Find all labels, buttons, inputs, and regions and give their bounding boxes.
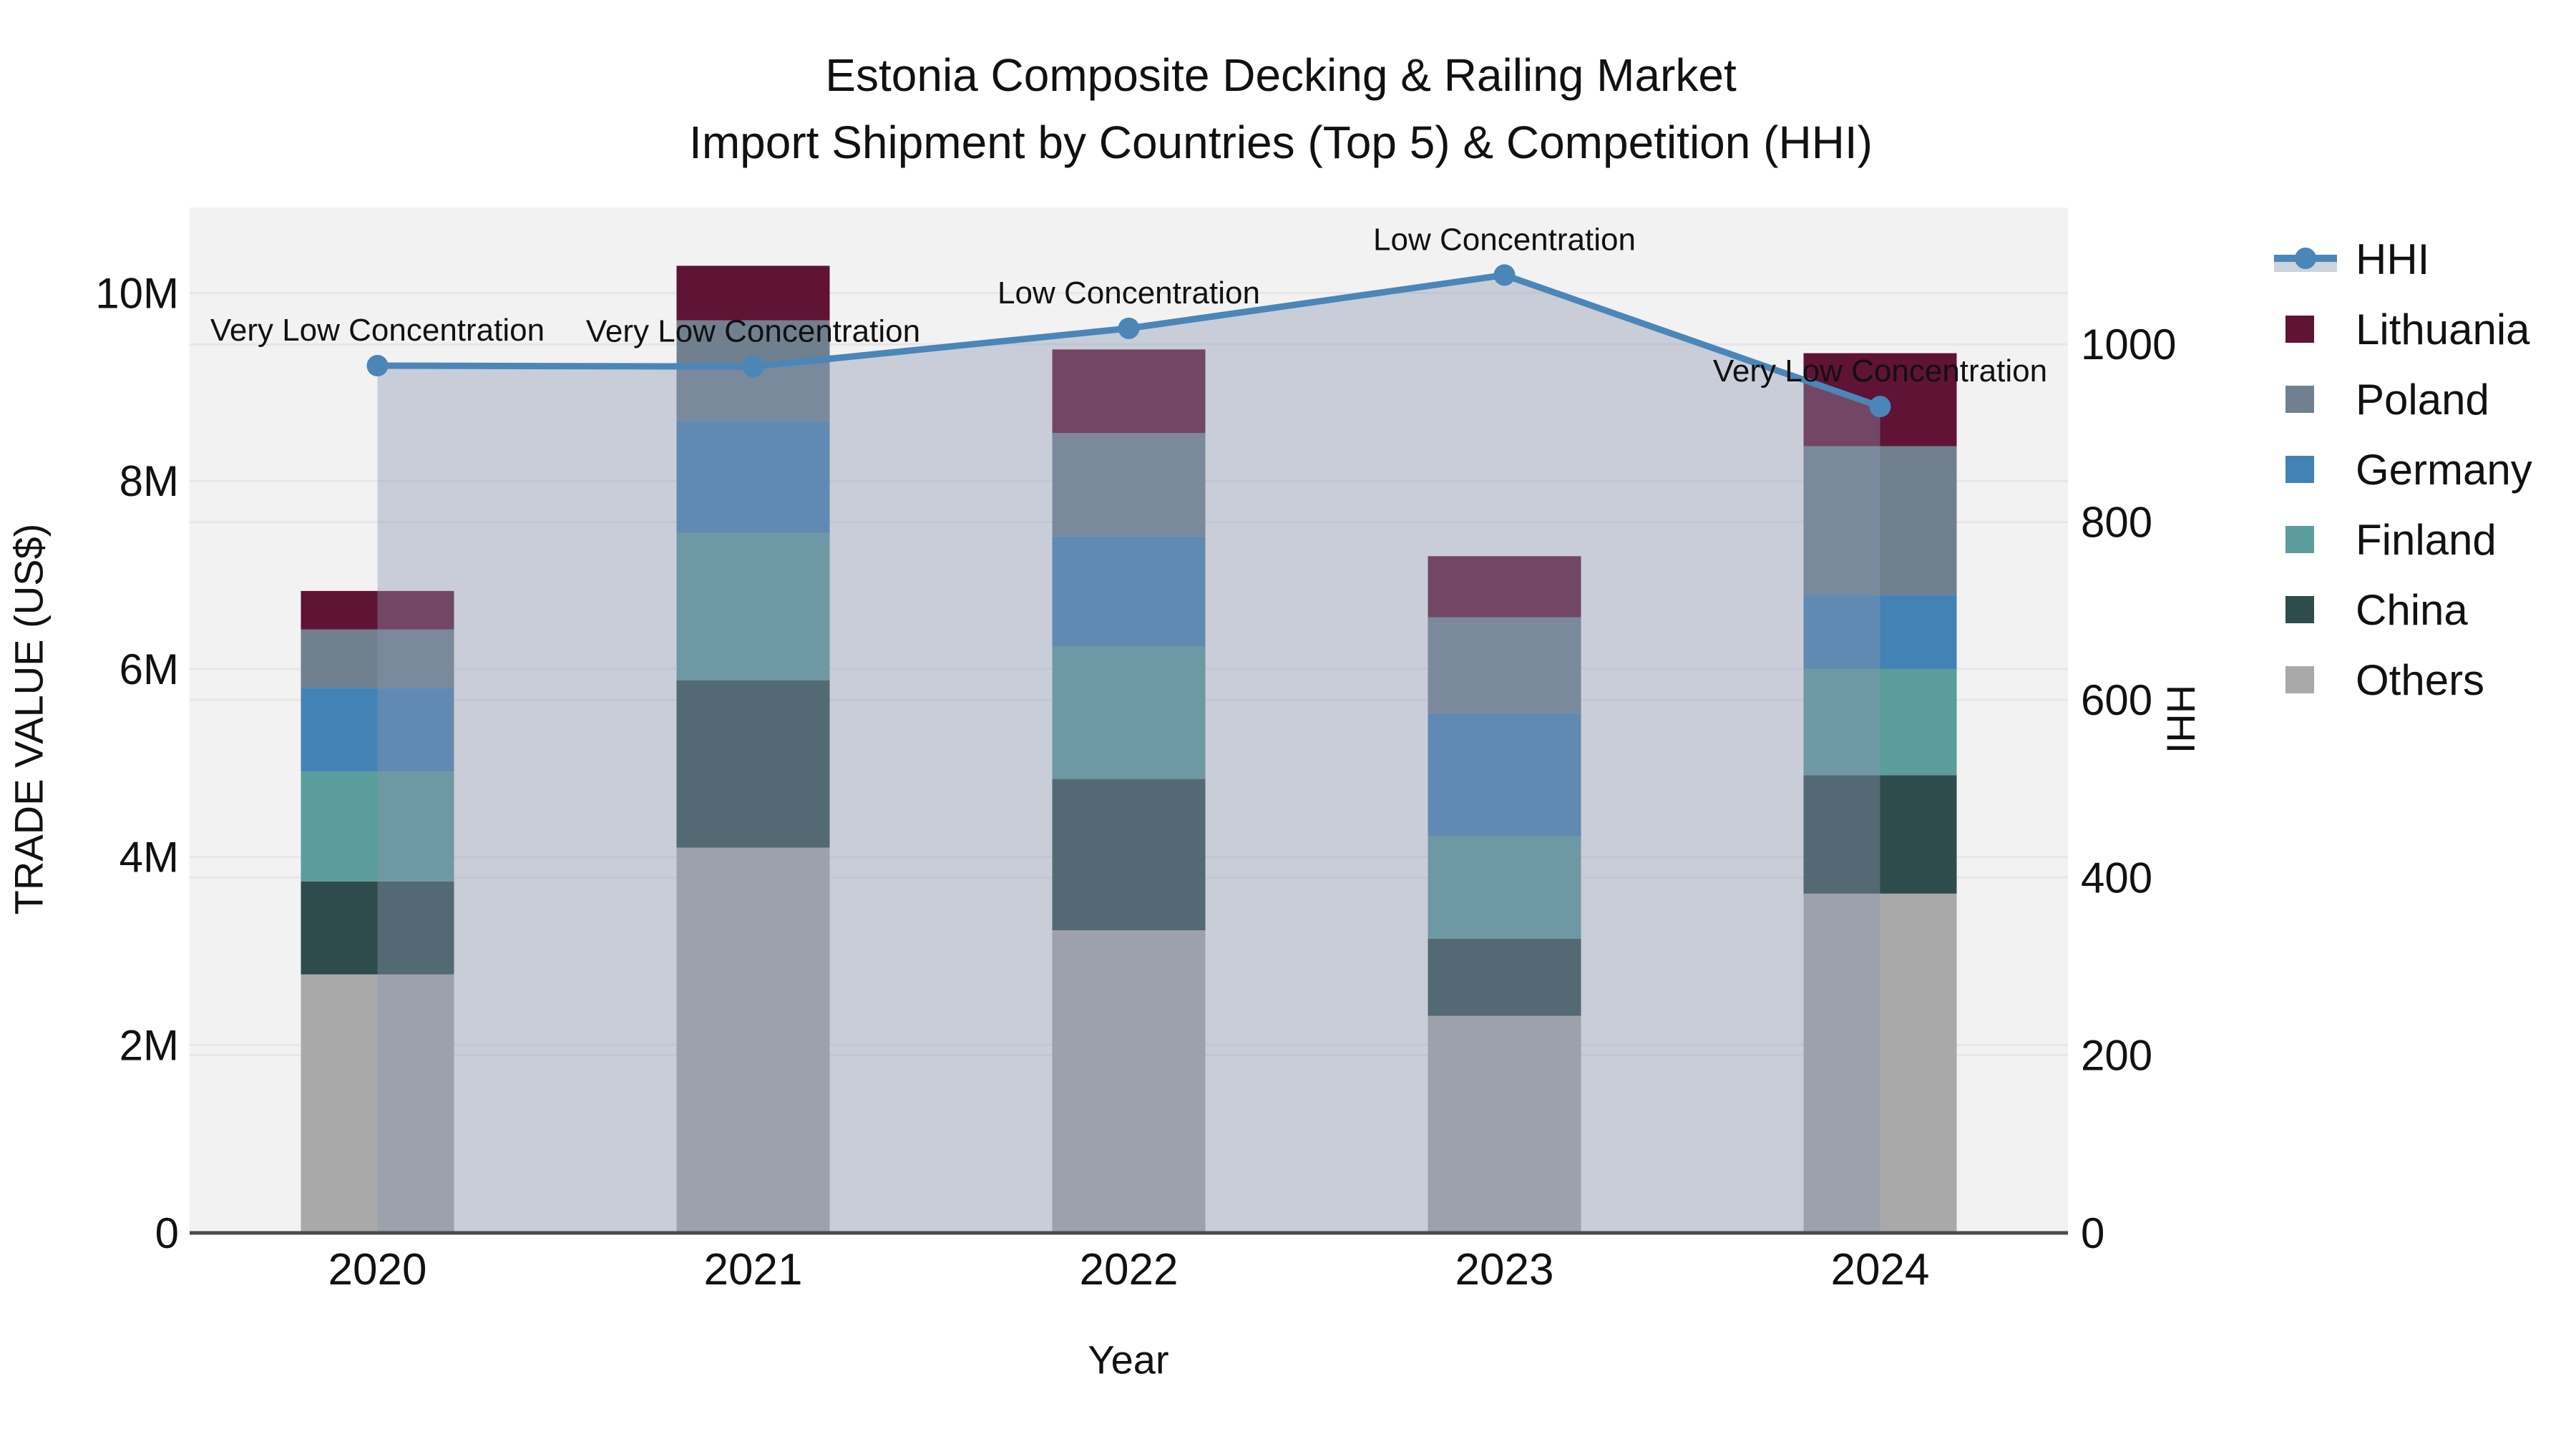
- y-tick-label: 6M: [119, 645, 179, 693]
- y-tick-label: 10M: [95, 270, 179, 318]
- y-tick-label: 2M: [119, 1021, 179, 1069]
- finland-swatch-icon: [2274, 524, 2337, 555]
- bar-germany-2023[interactable]: [1428, 713, 1581, 836]
- y2-axis-title: HHI: [2158, 684, 2204, 754]
- y-tick-label: 4M: [119, 834, 179, 882]
- y-tick-label: 8M: [119, 457, 179, 505]
- bar-lithuania-2020[interactable]: [301, 590, 454, 630]
- y-tick-label: 0: [155, 1209, 179, 1257]
- x-axis-title: Year: [1088, 1337, 1169, 1382]
- chart-title-line1: Estonia Composite Decking & Railing Mark…: [825, 49, 1737, 101]
- chart-title: Estonia Composite Decking & Railing Mark…: [0, 42, 2562, 176]
- bar-others-2024[interactable]: [1803, 893, 1957, 1233]
- legend-item-finland[interactable]: Finland: [2274, 504, 2532, 575]
- bar-finland-2022[interactable]: [1052, 646, 1206, 779]
- bar-poland-2024[interactable]: [1803, 446, 1957, 595]
- bar-others-2021[interactable]: [676, 847, 830, 1233]
- legend-item-lithuania[interactable]: Lithuania: [2274, 294, 2532, 364]
- annotation-2024: Very Low Concentration: [1713, 353, 2047, 389]
- y2-tick-label: 600: [2081, 676, 2152, 724]
- bar-germany-2020[interactable]: [301, 688, 454, 772]
- legend-label: Poland: [2356, 375, 2489, 424]
- y2-tick-label: 200: [2081, 1032, 2152, 1080]
- hhi-line-legend-icon: [2274, 243, 2337, 275]
- germany-swatch-icon: [2274, 454, 2337, 485]
- legend-item-others[interactable]: Others: [2274, 645, 2532, 715]
- annotation-2021: Very Low Concentration: [586, 313, 920, 348]
- bar-poland-2022[interactable]: [1052, 433, 1206, 537]
- legend-label: Others: [2356, 655, 2485, 704]
- hhi-marker-2020[interactable]: [366, 355, 389, 377]
- legend-item-poland[interactable]: Poland: [2274, 364, 2532, 434]
- bar-china-2020[interactable]: [301, 881, 454, 975]
- y-axis-title: TRADE VALUE (US$): [6, 523, 52, 915]
- x-tick-label: 2020: [328, 1245, 427, 1294]
- y2-tick-label: 800: [2081, 499, 2152, 547]
- bar-others-2020[interactable]: [301, 974, 454, 1233]
- legend-label: HHI: [2356, 235, 2430, 283]
- bar-finland-2020[interactable]: [301, 771, 454, 882]
- legend-label: Lithuania: [2356, 305, 2530, 353]
- legend-item-china[interactable]: China: [2274, 575, 2532, 645]
- hhi-area-fill: [377, 275, 1880, 1233]
- others-swatch-icon: [2274, 664, 2337, 696]
- bar-poland-2020[interactable]: [301, 629, 454, 688]
- legend-label: Finland: [2356, 515, 2497, 564]
- hhi-marker-2021[interactable]: [742, 356, 764, 378]
- bar-germany-2024[interactable]: [1803, 595, 1957, 669]
- x-tick-label: 2023: [1455, 1245, 1554, 1294]
- x-tick-label: 2021: [704, 1245, 803, 1294]
- bar-lithuania-2021[interactable]: [676, 265, 830, 321]
- y2-tick-label: 1000: [2081, 321, 2176, 369]
- bar-china-2022[interactable]: [1052, 779, 1206, 931]
- annotation-2020: Very Low Concentration: [210, 313, 545, 348]
- lithuania-swatch-icon: [2274, 313, 2337, 345]
- bar-china-2023[interactable]: [1428, 938, 1581, 1016]
- x-tick-label: 2024: [1831, 1245, 1930, 1294]
- legend-item-hhi[interactable]: HHI: [2274, 224, 2532, 294]
- bar-china-2024[interactable]: [1803, 775, 1957, 894]
- bar-finland-2024[interactable]: [1803, 668, 1957, 776]
- bar-finland-2021[interactable]: [676, 532, 830, 680]
- legend-item-germany[interactable]: Germany: [2274, 434, 2532, 504]
- legend-label: China: [2356, 585, 2468, 634]
- bar-lithuania-2022[interactable]: [1052, 349, 1206, 434]
- bar-germany-2021[interactable]: [676, 421, 830, 533]
- bar-germany-2022[interactable]: [1052, 536, 1206, 647]
- annotation-2022: Low Concentration: [997, 275, 1260, 311]
- poland-swatch-icon: [2274, 384, 2337, 415]
- china-swatch-icon: [2274, 594, 2337, 625]
- hhi-marker-2024[interactable]: [1869, 396, 1891, 418]
- bar-others-2023[interactable]: [1428, 1015, 1581, 1233]
- y2-tick-label: 400: [2081, 854, 2152, 902]
- bar-others-2022[interactable]: [1052, 930, 1206, 1233]
- bar-finland-2023[interactable]: [1428, 836, 1581, 939]
- hhi-marker-2023[interactable]: [1493, 264, 1516, 286]
- chart-title-line2: Import Shipment by Countries (Top 5) & C…: [689, 117, 1873, 168]
- bar-poland-2023[interactable]: [1428, 617, 1581, 713]
- bar-lithuania-2023[interactable]: [1428, 556, 1581, 618]
- y2-tick-label: 0: [2081, 1209, 2104, 1257]
- bar-china-2021[interactable]: [676, 680, 830, 848]
- legend: HHI Lithuania Poland Germany Finland Chi…: [2274, 224, 2532, 715]
- annotation-2023: Low Concentration: [1373, 222, 1636, 257]
- x-tick-label: 2022: [1080, 1245, 1179, 1294]
- hhi-marker-2022[interactable]: [1118, 317, 1140, 339]
- legend-label: Germany: [2356, 445, 2532, 494]
